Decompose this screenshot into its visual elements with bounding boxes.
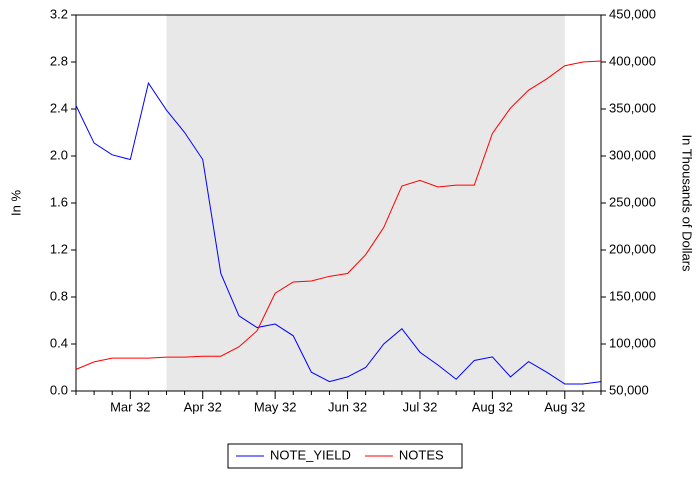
line-series bbox=[75, 81, 602, 385]
y2-tick-label: 150,000 bbox=[609, 288, 656, 303]
y2-tick-label: 200,000 bbox=[609, 241, 656, 256]
legend-label: NOTE_YIELD bbox=[270, 447, 351, 462]
y-tick-label: 0.8 bbox=[50, 288, 68, 303]
y-axis-label: In % bbox=[8, 190, 23, 216]
y-tick-label: 0.0 bbox=[50, 382, 68, 397]
y2-tick-label: 450,000 bbox=[609, 6, 656, 21]
y-tick-label: 2.4 bbox=[50, 100, 68, 115]
shaded-band bbox=[166, 15, 565, 391]
y-tick-label: 0.4 bbox=[50, 335, 68, 350]
y-tick-label: 2.0 bbox=[50, 147, 68, 162]
x-tick-label: Jul 32 bbox=[403, 399, 438, 414]
y-tick-label: 1.2 bbox=[50, 241, 68, 256]
legend-label: NOTES bbox=[399, 447, 444, 462]
y2-tick-label: 100,000 bbox=[609, 335, 656, 350]
y-tick-label: 2.8 bbox=[50, 53, 68, 68]
x-tick-label: Apr 32 bbox=[184, 399, 222, 414]
x-tick-label: May 32 bbox=[254, 399, 297, 414]
x-tick-label: Aug 32 bbox=[472, 399, 513, 414]
y2-tick-label: 250,000 bbox=[609, 194, 656, 209]
x-tick-label: Jun 32 bbox=[328, 399, 367, 414]
y2-tick-label: 400,000 bbox=[609, 53, 656, 68]
y2-tick-label: 50,000 bbox=[609, 382, 649, 397]
line-series bbox=[75, 60, 602, 370]
x-tick-label: Mar 32 bbox=[110, 399, 150, 414]
y-tick-label: 1.6 bbox=[50, 194, 68, 209]
y-tick-label: 3.2 bbox=[50, 6, 68, 21]
x-tick-label: Aug 32 bbox=[544, 399, 585, 414]
y2-tick-label: 350,000 bbox=[609, 100, 656, 115]
legend-box bbox=[227, 443, 463, 469]
y2-tick-label: 300,000 bbox=[609, 147, 656, 162]
y2-axis-label: In Thousands of Dollars bbox=[680, 134, 695, 272]
